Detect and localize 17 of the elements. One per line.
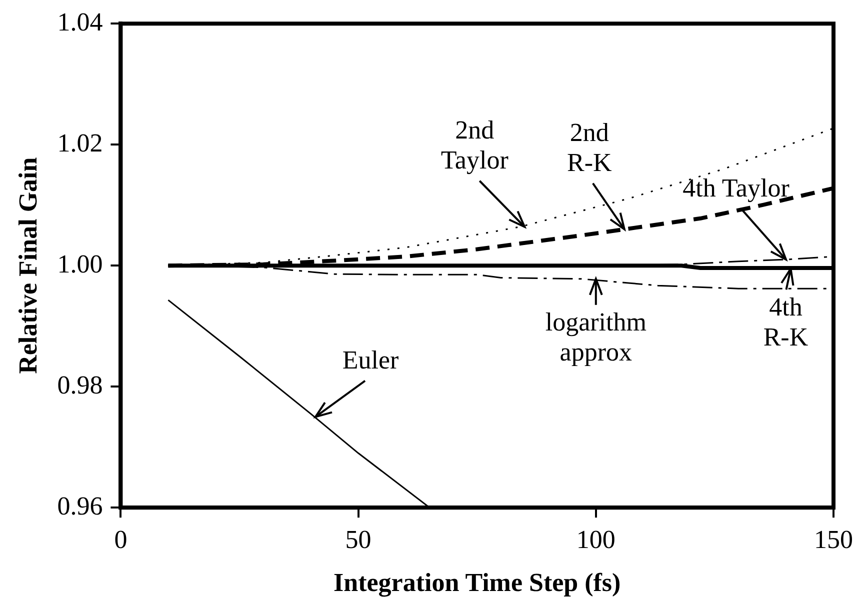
x-tick-label: 150 [814, 525, 853, 554]
x-tick-label: 100 [576, 525, 616, 554]
annotation: Euler [342, 346, 400, 375]
y-tick-label: 1.02 [57, 128, 103, 158]
annotation: 4th Taylor [682, 173, 790, 202]
y-tick-label: 0.98 [57, 370, 103, 400]
annotation: 4th R-K [763, 292, 808, 352]
x-axis-title: Integration Time Step (fs) [334, 568, 621, 598]
annotation: logarithm approx [545, 308, 646, 367]
annotation: 2nd R-K [567, 118, 612, 178]
x-tick-label: 0 [114, 525, 128, 554]
y-tick-label: 0.96 [57, 491, 103, 520]
y-tick-label: 1.04 [57, 7, 103, 36]
y-axis-title: Relative Final Gain [13, 156, 42, 374]
y-tick-label: 1.00 [57, 249, 103, 278]
annotation: 2nd Taylor [440, 116, 509, 175]
x-tick-label: 50 [345, 525, 372, 554]
